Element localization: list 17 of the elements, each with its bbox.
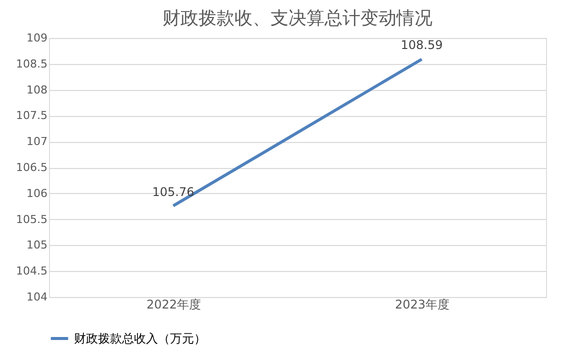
y-tick-label: 104 xyxy=(26,290,48,304)
x-tick-label: 2022年度 xyxy=(146,298,202,312)
chart-title: 财政拨款收、支决算总计变动情况 xyxy=(162,8,432,29)
y-tick-label: 109 xyxy=(26,32,48,44)
x-tick-label: 2023年度 xyxy=(394,298,450,312)
y-tick-label: 105 xyxy=(26,238,48,252)
y-tick-label: 105.5 xyxy=(16,212,48,226)
y-tick-label: 106 xyxy=(26,186,48,200)
y-tick-label: 108.5 xyxy=(16,57,48,70)
y-tick-label: 108 xyxy=(26,83,48,96)
y-tick-label: 107.5 xyxy=(16,109,48,122)
legend-label: 财政拨款总收入（万元） xyxy=(74,332,206,346)
data-label: 108.59 xyxy=(400,38,443,52)
y-tick-label: 107 xyxy=(26,135,48,148)
data-label: 105.76 xyxy=(152,184,194,199)
y-tick-label: 106.5 xyxy=(16,161,48,174)
y-tick-label: 104.5 xyxy=(16,264,48,278)
